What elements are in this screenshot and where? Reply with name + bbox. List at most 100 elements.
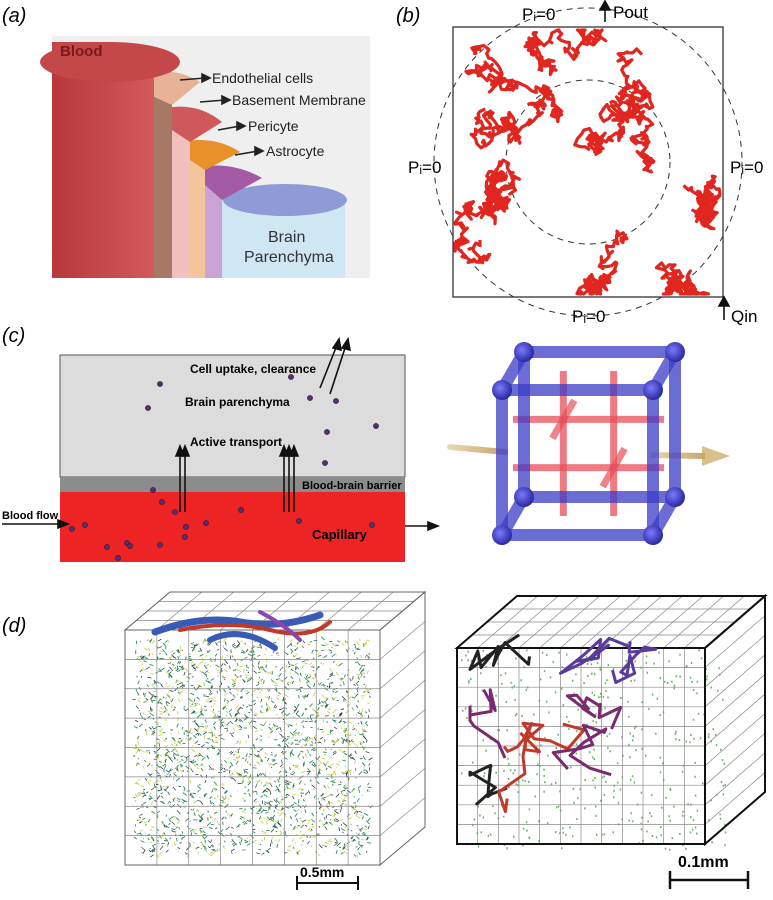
- boundary-top-label: Pᵢ=0: [522, 5, 555, 24]
- brain-label-line2: Parenchyma: [244, 249, 334, 266]
- grid-line: [379, 650, 426, 690]
- blood-flow-label: Blood flow: [2, 510, 59, 522]
- grid-line: [379, 797, 426, 836]
- tortuous-vessel: [611, 641, 658, 684]
- endothelial-label: Endothelial cells: [212, 70, 313, 86]
- basement-label: Basement Membrane: [232, 92, 366, 108]
- particle: [157, 381, 163, 387]
- tortuous-vessel: [468, 633, 531, 671]
- corner-node: [492, 380, 512, 400]
- basement-top: [165, 106, 222, 142]
- particle-dots: [69, 374, 379, 561]
- network-frame: [452, 26, 724, 298]
- particle: [324, 429, 330, 435]
- particle: [288, 374, 294, 380]
- corner-node: [665, 342, 685, 362]
- vessel-speckle: [133, 638, 373, 858]
- percolation-network-panel: Pᵢ=0 Pᵢ=0 Pᵢ=0 Pᵢ=0 Pout Qin: [408, 0, 763, 326]
- grid-line: [704, 654, 766, 708]
- tortuous-vessel: [519, 721, 586, 754]
- transport-arrows: [2, 336, 441, 532]
- astrocyte-label: Astrocyte: [266, 143, 325, 159]
- bbb-transport-schematic: Cell uptake, clearance Brain parenchyma …: [2, 336, 441, 562]
- particle: [82, 522, 88, 528]
- box-outline: [379, 590, 426, 867]
- corner-node: [643, 525, 663, 545]
- tortuous-vessel: [559, 636, 631, 675]
- scale-bar-left: [296, 876, 359, 890]
- outer-dashed-circle: [433, 7, 743, 317]
- astrocyte-top: [195, 165, 262, 200]
- inlet-rod: [447, 444, 508, 455]
- brain-parenchyma-top: [223, 184, 347, 216]
- particle: [172, 509, 178, 515]
- tortuous-vessel: [551, 723, 612, 777]
- grid-line: [379, 621, 426, 660]
- capillary-region: [60, 492, 405, 562]
- corner-node: [514, 342, 534, 362]
- cell-uptake-label: Cell uptake, clearance: [190, 362, 316, 376]
- pericyte-top: [180, 139, 240, 170]
- network-branches: [453, 28, 722, 296]
- vascular-volume-small: [454, 593, 768, 851]
- grid-line: [379, 679, 426, 719]
- vascular-volume-large: [123, 590, 427, 867]
- lattice-cube: [447, 342, 730, 545]
- outlet-arrowhead: [702, 446, 730, 466]
- particle: [333, 398, 339, 404]
- pericyte-label: Pericyte: [248, 118, 299, 134]
- particle: [69, 526, 75, 532]
- surface-vessel: [258, 610, 302, 642]
- panel-label-a: (a): [2, 5, 26, 27]
- grid-line: [704, 713, 766, 766]
- particle: [115, 555, 121, 561]
- grid-line: [379, 709, 426, 748]
- particle: [157, 542, 163, 548]
- grid-line: [704, 693, 766, 747]
- corner-node: [643, 380, 663, 400]
- particle: [203, 520, 209, 526]
- blood-label: Blood: [60, 43, 103, 60]
- inner-strut: [549, 398, 578, 441]
- astrocyte-layer: [205, 185, 222, 278]
- vessel-wall-diagram: Blood Endothelial cells Basement Membran…: [40, 36, 370, 278]
- outflow-label: Pout: [613, 3, 648, 22]
- corner-node: [665, 487, 685, 507]
- tortuous-vessel: [565, 693, 623, 730]
- grid-line: [704, 772, 766, 825]
- parenchyma-region: [59, 354, 406, 478]
- grid-line: [704, 752, 766, 806]
- tortuous-vessel: [468, 763, 508, 806]
- inflow-label: Qin: [731, 307, 757, 326]
- grid-line: [704, 615, 766, 668]
- brain-label-line1: Brain: [268, 229, 305, 246]
- capillary-label: Capillary: [312, 527, 368, 542]
- particle: [369, 522, 375, 528]
- box-outline: [704, 593, 766, 847]
- particle: [322, 460, 328, 466]
- panel-label-b: (b): [396, 5, 420, 27]
- grid-line: [379, 738, 426, 778]
- bbb-label: Blood-brain barrier: [302, 480, 402, 492]
- endothelial-layer: [150, 95, 172, 278]
- corner-node: [492, 525, 512, 545]
- boundary-left-label: Pᵢ=0: [408, 158, 441, 177]
- particle: [145, 405, 151, 411]
- particle: [150, 487, 156, 493]
- particle: [127, 543, 133, 549]
- boundary-bottom-label: Pᵢ=0: [572, 307, 605, 326]
- blood-column: [52, 62, 154, 278]
- tortuous-vessel: [468, 688, 507, 759]
- tortuous-vessel: [497, 721, 534, 814]
- inner-strut: [599, 446, 628, 489]
- scale-bar-right: [668, 871, 750, 889]
- particle: [159, 499, 165, 505]
- basement-layer: [172, 130, 190, 278]
- scale-label-left: 0.5mm: [300, 864, 344, 880]
- red-network-cluster: [453, 28, 722, 296]
- active-transport-label: Active transport: [190, 435, 282, 449]
- grid-line: [379, 767, 426, 807]
- blood-brain-barrier-band: [60, 477, 405, 492]
- panel-label-d: (d): [2, 615, 26, 637]
